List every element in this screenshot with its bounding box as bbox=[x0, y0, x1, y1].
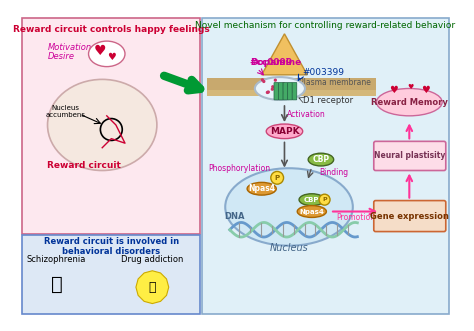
Text: ♥: ♥ bbox=[390, 85, 398, 95]
Text: Promotion: Promotion bbox=[336, 213, 375, 222]
Text: 🚶: 🚶 bbox=[51, 275, 63, 294]
Text: Reward circuit controls happy feelings: Reward circuit controls happy feelings bbox=[13, 25, 210, 34]
Text: P: P bbox=[322, 197, 327, 202]
Text: MAPK: MAPK bbox=[270, 127, 299, 136]
Ellipse shape bbox=[225, 168, 353, 246]
Text: ♥: ♥ bbox=[421, 85, 430, 95]
Text: CBP: CBP bbox=[312, 155, 329, 164]
Text: Activation: Activation bbox=[287, 110, 326, 118]
Circle shape bbox=[271, 171, 283, 184]
Circle shape bbox=[273, 78, 277, 82]
Ellipse shape bbox=[247, 182, 276, 195]
Circle shape bbox=[283, 91, 286, 94]
Circle shape bbox=[262, 80, 265, 83]
Circle shape bbox=[282, 82, 285, 85]
FancyBboxPatch shape bbox=[374, 201, 446, 232]
Text: CBP: CBP bbox=[304, 197, 319, 203]
Ellipse shape bbox=[47, 79, 157, 170]
Text: DNA: DNA bbox=[224, 212, 245, 220]
FancyBboxPatch shape bbox=[22, 235, 200, 314]
Circle shape bbox=[266, 91, 269, 94]
FancyBboxPatch shape bbox=[207, 90, 375, 96]
Text: Npas4: Npas4 bbox=[248, 184, 275, 193]
Ellipse shape bbox=[376, 88, 442, 116]
Text: Reward Memory: Reward Memory bbox=[371, 98, 448, 107]
Text: 💊: 💊 bbox=[148, 281, 156, 294]
Circle shape bbox=[261, 78, 264, 81]
Circle shape bbox=[267, 90, 270, 94]
Text: Neural plastisity: Neural plastisity bbox=[374, 151, 445, 161]
FancyBboxPatch shape bbox=[274, 82, 279, 100]
Ellipse shape bbox=[255, 77, 305, 100]
Circle shape bbox=[319, 194, 330, 205]
Circle shape bbox=[271, 88, 274, 91]
Ellipse shape bbox=[89, 41, 125, 67]
FancyBboxPatch shape bbox=[22, 18, 200, 234]
Ellipse shape bbox=[266, 124, 303, 139]
Text: Reward circuit is involved in
behavioral disorders: Reward circuit is involved in behavioral… bbox=[44, 237, 179, 257]
Circle shape bbox=[276, 89, 279, 92]
Text: #cc0099: #cc0099 bbox=[250, 59, 293, 68]
Text: ♥: ♥ bbox=[94, 44, 107, 58]
Circle shape bbox=[271, 85, 274, 88]
FancyBboxPatch shape bbox=[288, 82, 292, 100]
Text: D1 receptor: D1 receptor bbox=[303, 96, 353, 105]
Text: Npas4: Npas4 bbox=[300, 209, 324, 214]
FancyBboxPatch shape bbox=[202, 18, 448, 314]
Text: Plasma membrane: Plasma membrane bbox=[299, 77, 371, 87]
Text: Reward circuit: Reward circuit bbox=[47, 162, 121, 170]
Text: Desire: Desire bbox=[47, 52, 74, 61]
Circle shape bbox=[291, 90, 294, 93]
Polygon shape bbox=[262, 34, 307, 75]
Text: Nucleus
accumbens: Nucleus accumbens bbox=[46, 105, 86, 118]
Text: P: P bbox=[274, 175, 280, 181]
FancyBboxPatch shape bbox=[292, 82, 297, 100]
Text: Schizophrenia: Schizophrenia bbox=[27, 255, 86, 264]
Text: Motivation: Motivation bbox=[47, 43, 91, 52]
Text: Novel mechanism for controlling reward-related behavior: Novel mechanism for controlling reward-r… bbox=[195, 21, 456, 30]
Text: Nucleus: Nucleus bbox=[270, 243, 309, 253]
Text: Binding: Binding bbox=[319, 168, 348, 177]
Ellipse shape bbox=[308, 153, 334, 166]
Text: ♥: ♥ bbox=[107, 52, 116, 62]
FancyBboxPatch shape bbox=[283, 82, 288, 100]
Ellipse shape bbox=[299, 194, 325, 206]
Text: Drug addiction: Drug addiction bbox=[121, 255, 183, 264]
Text: #003399: #003399 bbox=[303, 68, 345, 76]
Text: ♥: ♥ bbox=[407, 84, 413, 90]
Ellipse shape bbox=[297, 206, 327, 217]
Text: Gene expression: Gene expression bbox=[370, 212, 449, 220]
FancyBboxPatch shape bbox=[207, 77, 375, 90]
FancyBboxPatch shape bbox=[374, 141, 446, 170]
Text: Dopamine: Dopamine bbox=[250, 59, 301, 68]
Text: Phosphorylation: Phosphorylation bbox=[208, 164, 270, 173]
FancyBboxPatch shape bbox=[279, 82, 283, 100]
Circle shape bbox=[287, 84, 290, 87]
